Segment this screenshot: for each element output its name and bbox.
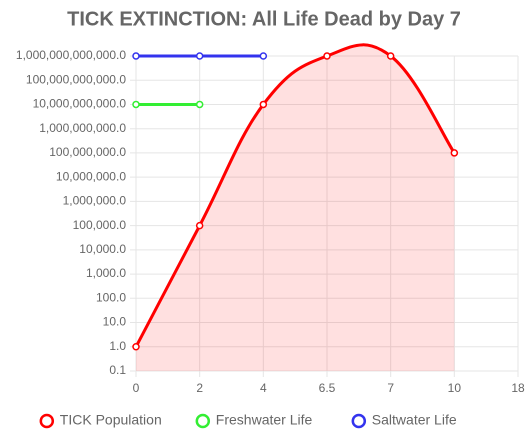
y-tick-label: 1,000.0: [86, 266, 126, 280]
y-tick-label: 10,000,000.0: [56, 169, 126, 183]
point: [132, 100, 140, 109]
x-tick-label: 6.5: [319, 381, 336, 395]
point: [195, 52, 204, 60]
y-tick-label: 10,000.0: [79, 242, 126, 256]
y-tick-label: 1.0: [109, 339, 126, 353]
legend-marker: [351, 413, 367, 429]
legend-label: TICK Population: [60, 412, 162, 428]
x-tick-label: 7: [387, 381, 394, 395]
point: [132, 52, 140, 60]
y-tick-label: 100,000,000.0: [49, 145, 126, 159]
legend-label: Saltwater Life: [372, 412, 457, 428]
y-tick-label: 10,000,000,000.0: [33, 97, 127, 111]
x-tick-label: 18: [511, 381, 525, 395]
chart-title: TICK EXTINCTION: All Life Dead by Day 7: [67, 8, 461, 30]
y-tick-label: 1,000,000,000,000.0: [16, 48, 126, 62]
legend-marker: [195, 413, 211, 429]
y-tick-label: 100,000,000,000.0: [26, 72, 126, 86]
y-tick-label: 10.0: [103, 315, 127, 329]
point: [323, 52, 331, 60]
point: [195, 221, 204, 230]
y-tick-label: 100.0: [96, 290, 126, 304]
y-tick-label: 100,000.0: [73, 218, 127, 232]
legend-marker: [39, 413, 55, 429]
point: [259, 52, 268, 60]
line: [134, 43, 456, 348]
point: [386, 52, 395, 60]
x-tick-label: 4: [260, 381, 267, 395]
area: [136, 44, 455, 371]
y-tick-label: 0.1: [109, 363, 126, 377]
x-tick-label: 0: [133, 381, 140, 395]
point: [259, 100, 268, 109]
y-tick-label: 1,000,000,000.0: [39, 121, 126, 135]
x-tick-label: 2: [196, 381, 203, 395]
point: [195, 100, 204, 109]
point: [132, 343, 140, 351]
y-tick-label: 1,000,000.0: [63, 194, 127, 208]
legend-label: Freshwater Life: [216, 412, 313, 428]
x-tick-label: 10: [448, 381, 462, 395]
point: [450, 149, 459, 157]
